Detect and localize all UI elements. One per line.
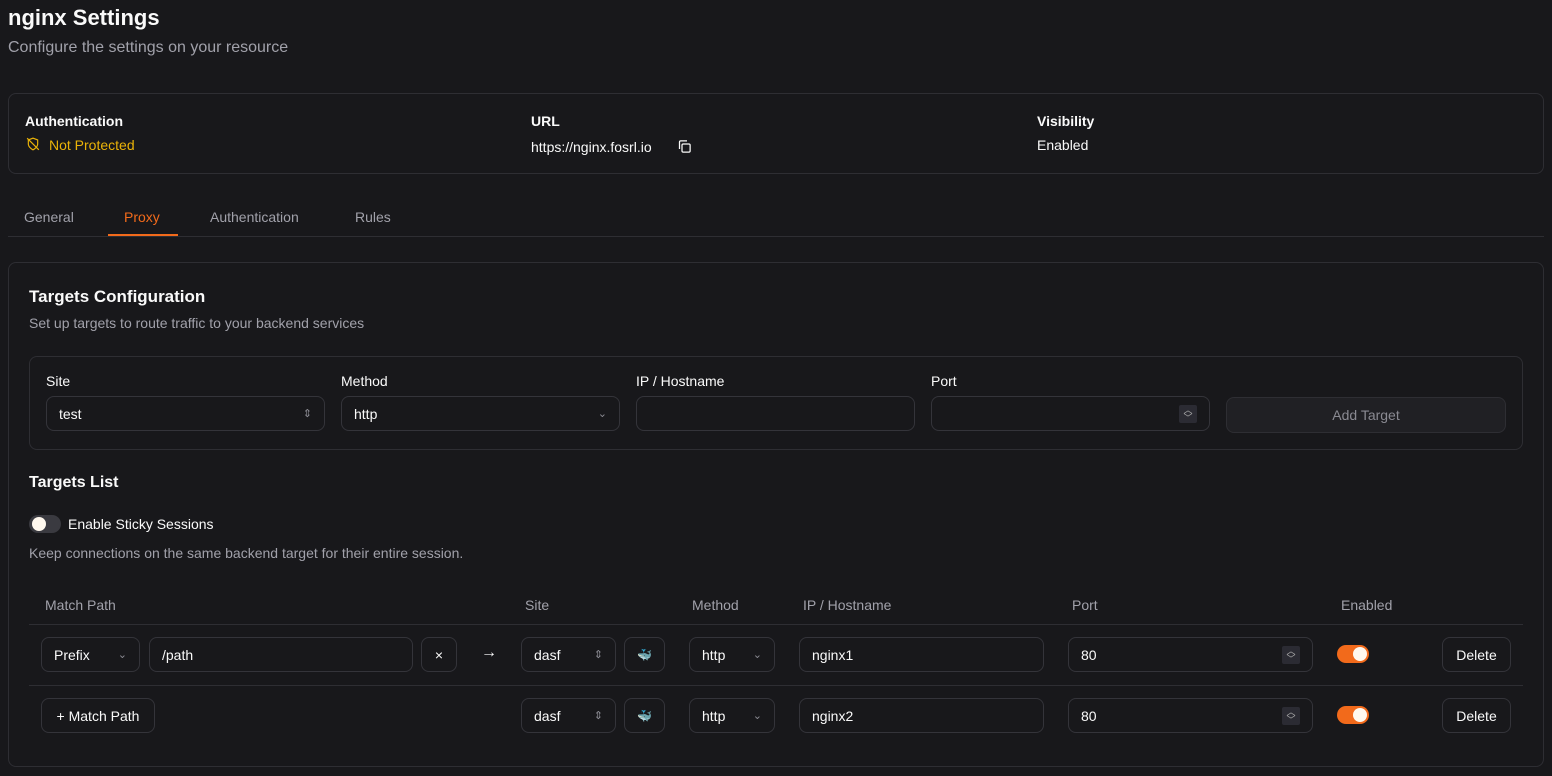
port-input[interactable]: ︿ ﹀ <box>931 396 1210 431</box>
auth-status: Not Protected <box>49 137 135 153</box>
page-subtitle: Configure the settings on your resource <box>8 39 289 56</box>
site-select[interactable]: dasf ⇕ <box>521 637 616 672</box>
method-select[interactable]: http ⌄ <box>689 637 775 672</box>
col-site: Site <box>525 597 550 613</box>
match-type-value: Prefix <box>54 646 90 663</box>
chevrons-up-down-icon: ⇕ <box>302 408 312 420</box>
site-value: test <box>59 405 82 422</box>
method-value: http <box>702 707 726 724</box>
path-input[interactable]: /path <box>149 637 413 672</box>
tab-authentication[interactable]: Authentication <box>210 209 299 225</box>
delete-button[interactable]: Delete <box>1442 637 1511 672</box>
url-value[interactable]: https://nginx.fosrl.io <box>531 139 652 155</box>
add-target-form <box>29 356 1523 450</box>
targets-card <box>8 262 1544 767</box>
col-port: Port <box>1072 597 1098 613</box>
tab-rules[interactable]: Rules <box>355 209 391 225</box>
tabs-divider <box>8 236 1544 237</box>
arrow-right-icon: → <box>481 644 497 661</box>
site-label: Site <box>46 373 71 389</box>
page-title: nginx Settings <box>8 5 160 30</box>
site-value: dasf <box>534 646 561 663</box>
docker-icon: 🐳 <box>637 647 652 662</box>
targets-config-description: Set up targets to route traffic to your … <box>29 315 365 331</box>
match-type-select[interactable]: Prefix ⌄ <box>41 637 140 672</box>
chevron-down-icon: ⌄ <box>752 710 762 722</box>
header-divider <box>29 624 1523 625</box>
enabled-toggle[interactable] <box>1337 706 1369 724</box>
docker-button[interactable]: 🐳 <box>624 637 665 672</box>
visibility-value: Enabled <box>1037 137 1089 153</box>
targets-list-title: Targets List <box>29 474 119 491</box>
col-match-path: Match Path <box>45 597 116 613</box>
chevron-down-icon: ⌄ <box>597 408 607 420</box>
sticky-sessions-toggle[interactable] <box>29 515 61 533</box>
ip-label: IP / Hostname <box>636 373 725 389</box>
site-select[interactable]: dasf ⇕ <box>521 698 616 733</box>
ip-input[interactable]: nginx1 <box>799 637 1044 672</box>
port-label: Port <box>931 373 957 389</box>
chevron-down-icon: ⌄ <box>752 649 762 661</box>
port-value: 80 <box>1081 707 1097 724</box>
chevron-down-icon: ⌄ <box>117 649 127 661</box>
col-enabled: Enabled <box>1341 597 1393 613</box>
port-input[interactable]: 80 ︿ ﹀ <box>1068 698 1313 733</box>
site-select[interactable]: test ⇕ <box>46 396 325 431</box>
port-value: 80 <box>1081 646 1097 663</box>
active-tab-indicator <box>108 234 178 236</box>
sticky-sessions-description: Keep connections on the same backend tar… <box>29 545 464 561</box>
chevrons-up-down-icon: ⇕ <box>593 710 603 722</box>
tab-general[interactable]: General <box>24 209 74 225</box>
col-method: Method <box>692 597 739 613</box>
info-card: Authentication Not Protected URL https:/… <box>8 93 1544 174</box>
method-select[interactable]: http ⌄ <box>689 698 775 733</box>
method-label: Method <box>341 373 388 389</box>
site-value: dasf <box>534 707 561 724</box>
add-target-button[interactable]: Add Target <box>1226 397 1506 433</box>
clear-path-button[interactable]: × <box>421 637 457 672</box>
add-match-path-button[interactable]: + Match Path <box>41 698 155 733</box>
shield-off-icon <box>26 137 40 151</box>
targets-config-title: Targets Configuration <box>29 287 206 306</box>
copy-icon[interactable] <box>677 139 692 154</box>
row-divider <box>29 685 1523 686</box>
stepper-icon[interactable]: ︿ ﹀ <box>1179 404 1197 423</box>
method-value: http <box>702 646 726 663</box>
sticky-sessions-label: Enable Sticky Sessions <box>68 516 214 532</box>
chevrons-up-down-icon: ⇕ <box>593 649 603 661</box>
docker-icon: 🐳 <box>637 708 652 723</box>
port-input[interactable]: 80 ︿ ﹀ <box>1068 637 1313 672</box>
url-label: URL <box>531 113 560 129</box>
enabled-toggle[interactable] <box>1337 645 1369 663</box>
visibility-label: Visibility <box>1037 113 1095 129</box>
col-ip: IP / Hostname <box>803 597 892 613</box>
method-value: http <box>354 405 378 422</box>
method-select[interactable]: http ⌄ <box>341 396 620 431</box>
stepper-icon[interactable]: ︿ ﹀ <box>1282 645 1300 664</box>
auth-label: Authentication <box>25 113 123 129</box>
stepper-icon[interactable]: ︿ ﹀ <box>1282 706 1300 725</box>
docker-button[interactable]: 🐳 <box>624 698 665 733</box>
ip-input[interactable]: nginx2 <box>799 698 1044 733</box>
delete-button[interactable]: Delete <box>1442 698 1511 733</box>
ip-input[interactable] <box>636 396 915 431</box>
tab-proxy[interactable]: Proxy <box>124 209 160 225</box>
